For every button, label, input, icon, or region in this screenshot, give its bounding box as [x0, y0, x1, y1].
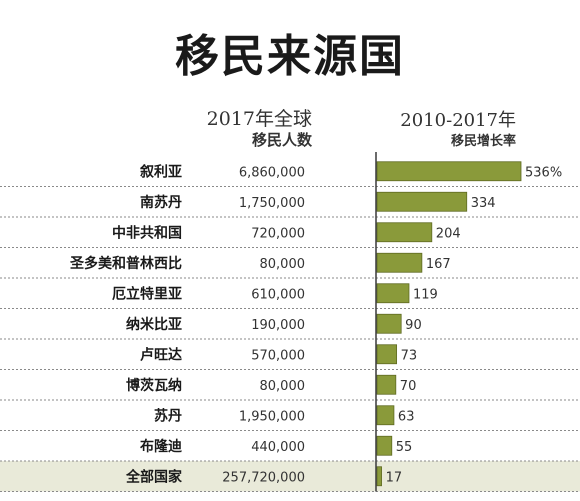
growth-value-label: 17: [386, 470, 403, 485]
growth-bar: [376, 222, 433, 243]
growth-value-label: 204: [436, 226, 461, 241]
growth-bar: [376, 313, 402, 334]
growth-value-label: 90: [405, 318, 422, 333]
growth-value-label: 119: [413, 287, 438, 302]
population-value: 80,000: [260, 379, 306, 394]
category-label: 厄立特里亚: [112, 285, 182, 302]
population-value: 1,950,000: [239, 409, 305, 424]
category-label: 纳米比亚: [126, 316, 182, 333]
growth-bar: [376, 374, 397, 395]
category-label: 苏丹: [154, 407, 182, 424]
population-value: 570,000: [251, 348, 305, 363]
growth-column-header: 2010-2017年 移民增长率: [378, 110, 516, 152]
growth-value-label: 167: [426, 257, 451, 272]
population-header-line1: 2017年全球: [206, 108, 312, 130]
population-value: 720,000: [251, 226, 305, 241]
category-label: 卢旺达: [140, 346, 182, 363]
growth-value-label: 55: [396, 440, 413, 455]
population-value: 440,000: [251, 440, 305, 455]
growth-header-line2: 移民增长率: [450, 134, 516, 149]
population-value: 1,750,000: [239, 196, 305, 211]
growth-value-label: 70: [400, 379, 417, 394]
growth-bar: [376, 283, 410, 304]
population-value: 6,860,000: [239, 165, 305, 180]
growth-bar: [376, 161, 522, 182]
growth-bar: [376, 191, 468, 212]
growth-bar: [376, 344, 398, 365]
population-header-line2: 移民人数: [251, 131, 312, 149]
growth-bar: [376, 405, 395, 426]
category-label: 中非共和国: [112, 224, 182, 241]
population-column-header: 2017年全球 移民人数: [207, 108, 312, 150]
growth-bar: [376, 466, 382, 487]
growth-bar: [376, 252, 423, 273]
total-row-background: [0, 461, 580, 492]
category-label: 全部国家: [125, 468, 183, 485]
population-value: 257,720,000: [222, 470, 305, 485]
population-value: 80,000: [260, 257, 306, 272]
chart-title: 移民来源国: [175, 31, 405, 82]
category-label: 博茨瓦纳: [126, 377, 182, 394]
category-label: 圣多美和普林西比: [69, 255, 182, 272]
growth-value-label: 63: [398, 409, 415, 424]
category-label: 布隆迪: [140, 438, 182, 455]
population-value: 610,000: [251, 287, 305, 302]
growth-value-label: 334: [471, 196, 496, 211]
growth-bar: [376, 435, 393, 456]
growth-value-label: 73: [401, 348, 418, 363]
category-label: 南苏丹: [140, 194, 182, 211]
growth-value-label: 536%: [525, 165, 562, 180]
population-value: 190,000: [251, 318, 305, 333]
category-label: 叙利亚: [140, 163, 182, 180]
growth-header-line1: 2010-2017年: [400, 110, 516, 131]
